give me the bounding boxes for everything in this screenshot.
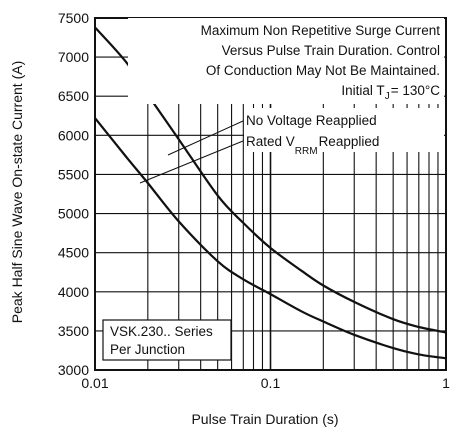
y-tick-label: 4500 [58, 245, 89, 261]
y-tick-label: 7000 [58, 49, 89, 65]
tick-labels: 7500 7000 6500 6000 5500 5000 4500 4000 3500 3000… [58, 10, 450, 391]
label-rated-vrrm: Rated VRRMReapplied [246, 134, 379, 157]
label-rated-suffix: Reapplied [319, 134, 380, 149]
leader-line-rated-vrrm [139, 140, 244, 184]
series-labels-bg [244, 108, 444, 152]
y-tick-label: 7500 [58, 10, 89, 26]
device-label-box [102, 319, 232, 361]
y-tick-label: 6000 [58, 127, 89, 143]
x-tick-label: 0.01 [81, 375, 108, 391]
annotation-line-2: Versus Pulse Train Duration. Control [222, 43, 440, 58]
x-tick-label: 1 [442, 375, 450, 391]
annotation-line-3: Of Conduction May Not Be Maintained. [206, 63, 440, 78]
annotation-line-4: Initial TJ= 130°C [341, 83, 440, 102]
label-rated-sub: RRM [295, 146, 318, 157]
y-tick-label: 5000 [58, 206, 89, 222]
x-axis-label: Pulse Train Duration (s) [191, 411, 338, 427]
curve-rated-vrrm-reapplied [94, 117, 447, 360]
annotation-tj-suffix: = 130°C [391, 83, 441, 98]
x-tick-label: 0.1 [261, 375, 281, 391]
annotation-tj-sub: J [385, 91, 390, 102]
device-label-line-1: VSK.230.. Series [110, 324, 213, 339]
y-axis-label: Peak Half Sine Wave On-state Current (A) [9, 61, 25, 323]
leader-line-no-voltage [167, 120, 244, 156]
annotation-box-bg [128, 18, 444, 104]
y-tick-label: 5500 [58, 166, 89, 182]
label-rated-prefix: Rated V [246, 134, 295, 149]
y-tick-label: 3000 [58, 362, 89, 378]
y-tick-label: 3500 [58, 323, 89, 339]
y-tick-label: 6500 [58, 88, 89, 104]
label-no-voltage: No Voltage Reapplied [246, 113, 377, 128]
annotation-line-1: Maximum Non Repetitive Surge Current [201, 23, 441, 38]
annotation-tj-prefix: Initial T [341, 83, 384, 98]
device-label-line-2: Per Junction [110, 342, 185, 357]
y-tick-label: 4000 [58, 284, 89, 300]
